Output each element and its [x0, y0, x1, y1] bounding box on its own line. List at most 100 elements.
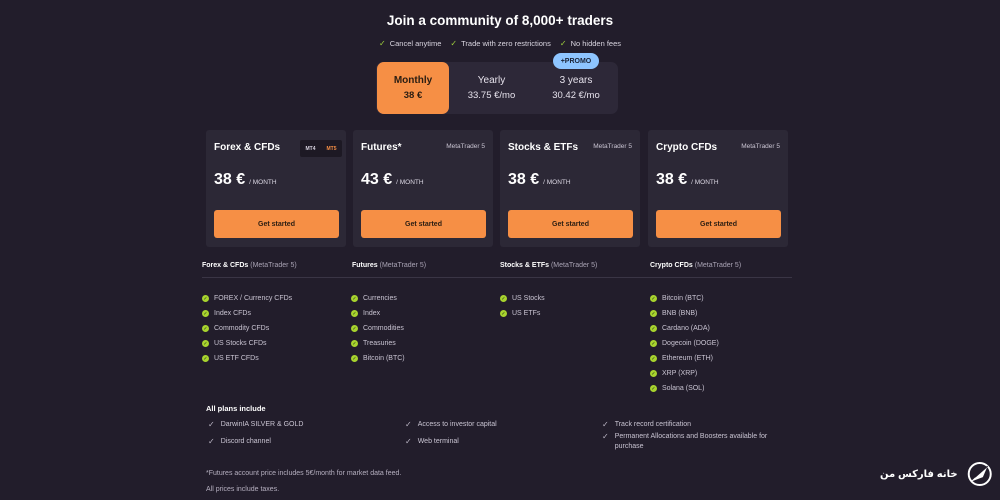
all-plans-heading: All plans include — [206, 404, 266, 413]
check-icon: ✓ — [602, 432, 609, 441]
check-icon: ✓ — [208, 437, 215, 446]
list-item: ✓ Bitcoin (BTC) — [650, 295, 704, 302]
card-price: 38 € / MONTH — [214, 171, 277, 188]
feature-list-futures: ✓ Currencies ✓ Index ✓ Commodities ✓ Treasur… — [351, 291, 405, 366]
list-item: ✓ Commodity CFDs — [202, 325, 270, 332]
list-item: ✓ Index — [351, 310, 381, 317]
check-circle-icon: ✓ — [650, 385, 657, 392]
check-circle-icon: ✓ — [650, 340, 657, 347]
mt4-option[interactable]: MT4 — [305, 145, 316, 152]
card-title: Forex & CFDs — [214, 142, 281, 153]
benefits-row: ✓ Cancel anytime ✓ Trade with zero restric… — [0, 39, 1000, 48]
check-circle-icon: ✓ — [351, 325, 358, 332]
plan-card-futures: Futures* MetaTrader 5 43 € / MONTH Get s… — [353, 130, 493, 247]
list-item: ✓ Dogecoin (DOGE) — [650, 340, 719, 347]
period-monthly-option[interactable]: Monthly 38 € — [377, 62, 449, 114]
promo-badge: +PROMO — [553, 53, 599, 69]
check-icon: ✓ — [602, 420, 609, 429]
check-circle-icon: ✓ — [202, 310, 209, 317]
divider — [202, 277, 792, 278]
list-item: ✓ US ETF CFDs — [202, 355, 259, 362]
mt5-option[interactable]: MT5 — [326, 145, 337, 152]
check-icon: ✓ — [405, 420, 412, 429]
feature-list-forex: ✓ FOREX / Currency CFDs ✓ Index CFDs ✓ Comm… — [202, 291, 292, 366]
page-headline: Join a community of 8,000+ traders — [386, 13, 614, 28]
list-item: ✓ Bitcoin (BTC) — [351, 355, 405, 362]
check-circle-icon: ✓ — [500, 310, 507, 317]
list-item: ✓ Cardano (ADA) — [650, 325, 710, 332]
watermark-logo-icon — [967, 462, 992, 486]
card-price: 43 € / MONTH — [361, 171, 424, 188]
card-title: Stocks & ETFs — [508, 142, 579, 153]
check-circle-icon: ✓ — [351, 355, 358, 362]
feature-list-crypto: ✓ Bitcoin (BTC) ✓ BNB (BNB) ✓ Cardano (ADA)… — [650, 291, 719, 396]
all-plans-item: ✓ Access to investor capital — [405, 420, 497, 429]
card-price: 38 € / MONTH — [656, 171, 719, 188]
check-circle-icon: ✓ — [351, 340, 358, 347]
watermark-text: خانه فارکس من — [880, 468, 958, 480]
benefit-item: ✓ Trade with zero restrictions — [450, 39, 551, 48]
list-item: ✓ Index CFDs — [202, 310, 251, 317]
column-heading-crypto: Crypto CFDs (MetaTrader 5) — [650, 262, 742, 269]
check-icon: ✓ — [208, 420, 215, 429]
period-3-years-option[interactable]: 3 years 30.42 €/mo — [552, 75, 600, 101]
card-platform: MetaTrader 5 — [741, 143, 780, 150]
list-item: ✓ Ethereum (ETH) — [650, 355, 713, 362]
column-heading-forex: Forex & CFDs (MetaTrader 5) — [202, 262, 297, 269]
check-circle-icon: ✓ — [202, 340, 209, 347]
check-circle-icon: ✓ — [650, 370, 657, 377]
platform-toggle[interactable]: MT4 MT5 — [300, 140, 342, 157]
card-platform: MetaTrader 5 — [593, 143, 632, 150]
all-plans-item: ✓ DarwinIA SILVER & GOLD — [208, 420, 304, 429]
list-item: ✓ US Stocks CFDs — [202, 340, 267, 347]
list-item: ✓ Commodities — [351, 325, 404, 332]
check-circle-icon: ✓ — [650, 310, 657, 317]
check-circle-icon: ✓ — [351, 295, 358, 302]
all-plans-item: ✓ Discord channel — [208, 437, 271, 446]
check-circle-icon: ✓ — [650, 325, 657, 332]
card-price: 38 € / MONTH — [508, 171, 571, 188]
card-title: Futures* — [361, 142, 402, 153]
billing-period-switch: Monthly 38 € Yearly 33.75 €/mo 3 years 3… — [376, 62, 618, 114]
get-started-button[interactable]: Get started — [656, 210, 781, 238]
list-item: ✓ US Stocks — [500, 295, 545, 302]
plan-card-forex: Forex & CFDs MT4 MT5 38 € / MONTH Get st… — [206, 130, 346, 247]
get-started-button[interactable]: Get started — [508, 210, 633, 238]
check-circle-icon: ✓ — [650, 355, 657, 362]
check-circle-icon: ✓ — [202, 295, 209, 302]
all-plans-item: ✓ Web terminal — [405, 437, 459, 446]
plan-card-crypto: Crypto CFDs MetaTrader 5 38 € / MONTH Ge… — [648, 130, 788, 247]
get-started-button[interactable]: Get started — [361, 210, 486, 238]
benefit-item: ✓ Cancel anytime — [378, 39, 442, 48]
list-item: ✓ FOREX / Currency CFDs — [202, 295, 293, 302]
check-circle-icon: ✓ — [202, 325, 209, 332]
list-item: ✓ XRP (XRP) — [650, 370, 698, 377]
check-circle-icon: ✓ — [202, 355, 209, 362]
column-heading-stocks: Stocks & ETFs (MetaTrader 5) — [500, 262, 598, 269]
period-yearly-option[interactable]: Yearly 33.75 €/mo — [467, 75, 516, 101]
card-title: Crypto CFDs — [656, 142, 718, 153]
benefit-item: ✓ No hidden fees — [559, 39, 622, 48]
get-started-button[interactable]: Get started — [214, 210, 339, 238]
check-circle-icon: ✓ — [500, 295, 507, 302]
check-icon: ✓ — [450, 39, 458, 48]
list-item: ✓ Currencies — [351, 295, 397, 302]
list-item: ✓ Solana (SOL) — [650, 385, 705, 392]
footnote-futures: *Futures account price includes 5€/month… — [206, 470, 402, 477]
plan-card-stocks: Stocks & ETFs MetaTrader 5 38 € / MONTH … — [500, 130, 640, 247]
all-plans-item: ✓ Permanent Allocations and Boosters avai… — [602, 432, 768, 450]
feature-list-stocks: ✓ US Stocks ✓ US ETFs — [500, 291, 545, 321]
check-icon: ✓ — [559, 39, 567, 48]
list-item: ✓ BNB (BNB) — [650, 310, 698, 317]
check-circle-icon: ✓ — [351, 310, 358, 317]
check-icon: ✓ — [378, 39, 386, 48]
card-platform: MetaTrader 5 — [446, 143, 485, 150]
check-icon: ✓ — [405, 437, 412, 446]
column-heading-futures: Futures (MetaTrader 5) — [352, 262, 427, 269]
list-item: ✓ Treasuries — [351, 340, 396, 347]
footnote-taxes: All prices include taxes. — [206, 486, 280, 493]
list-item: ✓ US ETFs — [500, 310, 541, 317]
check-circle-icon: ✓ — [650, 295, 657, 302]
all-plans-item: ✓ Track record certification — [602, 420, 692, 429]
watermark: خانه فارکس من — [880, 453, 995, 495]
